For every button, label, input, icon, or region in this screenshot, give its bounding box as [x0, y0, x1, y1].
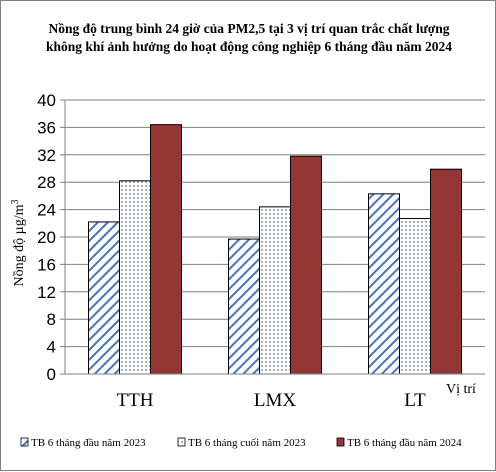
chart-title-line-2: không khí ảnh hưởng do hoạt động công ng…: [46, 39, 452, 54]
bar-lt-series-3: [430, 168, 462, 375]
y-tick-label: 32: [37, 146, 56, 165]
y-tick-label: 36: [37, 118, 56, 137]
legend-entry: TB 6 tháng đầu năm 2023: [31, 437, 146, 449]
x-axis-label: Vị trí: [446, 382, 476, 397]
bars: [88, 124, 462, 375]
legend-entry: TB 6 tháng cuối năm 2023: [188, 437, 306, 449]
legend-swatch: [20, 437, 29, 447]
y-axis-label: Nồng độ µg/m3: [10, 200, 28, 287]
legend-entry: TB 6 tháng đầu năm 2024: [347, 437, 462, 449]
y-tick-label: 12: [37, 283, 56, 302]
y-tick-label: 28: [37, 173, 56, 192]
category-label: LMX: [254, 390, 297, 411]
bar-tth-series-3: [150, 124, 182, 375]
y-tick-labels: 0 4 8 12 16 20 24 28 32 36 40: [37, 91, 65, 384]
y-tick-label: 4: [47, 338, 56, 357]
y-tick-label: 8: [47, 310, 56, 329]
bar-tth-series-2: [119, 180, 151, 375]
legend-swatch: [336, 437, 345, 447]
category-label: TTH: [117, 390, 154, 411]
bar-lt-series-1: [368, 193, 400, 375]
y-tick-label: 24: [37, 201, 56, 220]
y-tick-label: 20: [37, 228, 56, 247]
category-labels: TTH LMX LT: [117, 390, 427, 411]
bar-lt-series-2: [399, 218, 431, 375]
y-tick-label: 16: [37, 255, 56, 274]
y-tick-label: 0: [47, 365, 56, 384]
bar-lmx-series-1: [228, 238, 260, 375]
chart-title-line-1: Nồng độ trung bình 24 giờ của PM2,5 tại …: [48, 21, 449, 36]
legend: TB 6 tháng đầu năm 2023 TB 6 tháng cuối n…: [20, 437, 462, 449]
bar-tth-series-1: [88, 221, 120, 375]
y-tick-label: 40: [37, 91, 56, 110]
bar-lmx-series-2: [259, 206, 291, 375]
legend-swatch: [177, 437, 186, 447]
bar-lmx-series-3: [290, 155, 322, 375]
category-label: LT: [404, 390, 426, 411]
axes: [64, 100, 485, 375]
